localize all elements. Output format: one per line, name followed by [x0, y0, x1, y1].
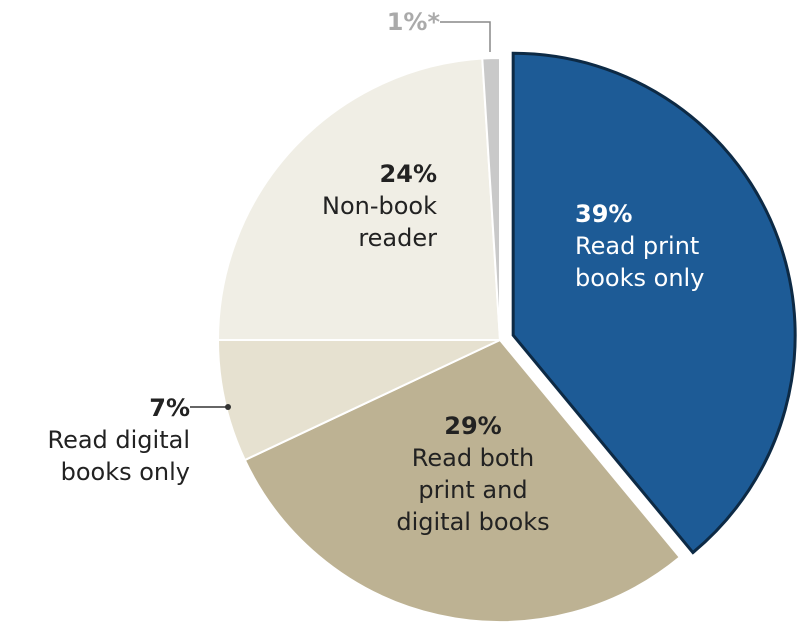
- slice-label: 7% Read digital books only: [0, 392, 190, 488]
- percent-label: 1%*: [386, 8, 440, 36]
- category-label: Read print books only: [575, 232, 705, 292]
- slice-label: 29% Read both print and digital books: [388, 410, 558, 538]
- percent-label: 24%: [379, 160, 437, 188]
- category-label: Read digital books only: [47, 426, 190, 486]
- percent-label: 29%: [444, 412, 502, 440]
- percent-label: 39%: [575, 200, 633, 228]
- pie-slice: [243, 338, 682, 623]
- category-label: Read both print and digital books: [396, 444, 550, 536]
- pie-slice: [216, 57, 502, 341]
- category-label: Non-book reader: [321, 192, 437, 252]
- pie-slice: [216, 339, 501, 462]
- pie-slice: [511, 51, 797, 555]
- percent-label: 7%: [149, 394, 190, 422]
- leader-dot: [225, 404, 231, 410]
- slice-label: 1%*: [340, 6, 440, 38]
- slice-label: 39% Read print books only: [575, 198, 755, 294]
- pie-slice: [481, 56, 501, 341]
- slice-label: 24% Non-book reader: [287, 158, 437, 254]
- leader-line: [440, 21, 491, 52]
